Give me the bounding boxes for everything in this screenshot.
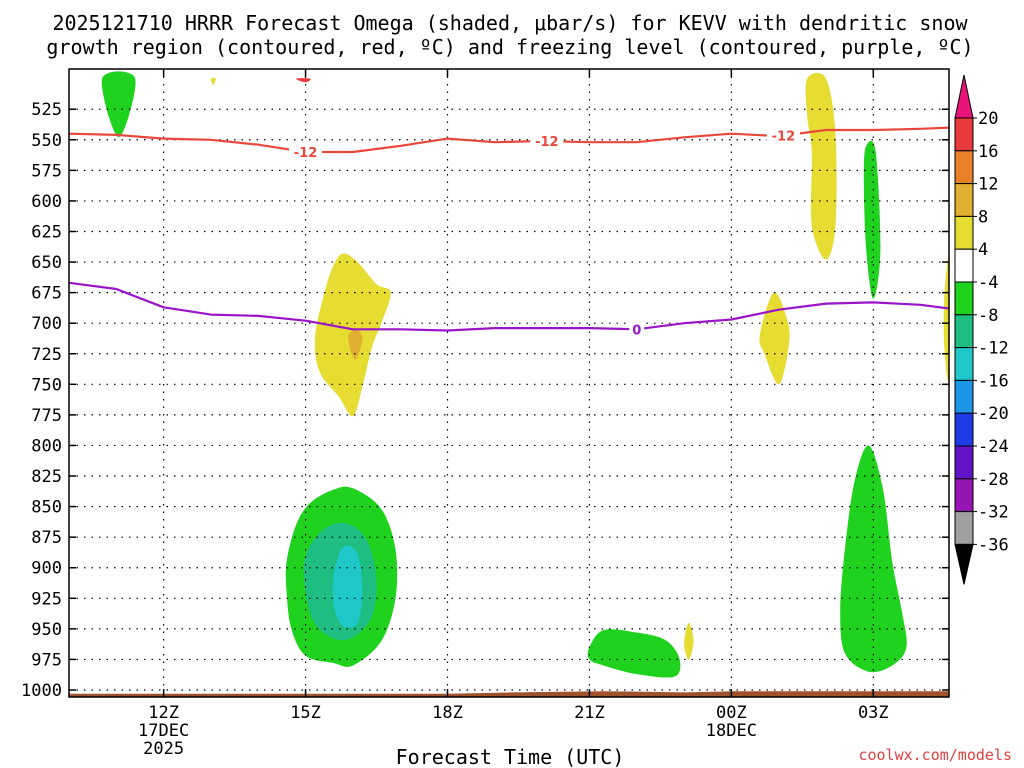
colorbar-label-3: 8 [978, 207, 988, 227]
colorbar-band-11 [954, 445, 974, 480]
colorbar-label-10: -24 [978, 437, 1009, 457]
colorbar-band-5 [954, 248, 974, 283]
omega-region-13 [210, 77, 216, 85]
colorbar-band-4 [954, 215, 974, 250]
y-tick-label-1000: 1000 [21, 681, 62, 701]
y-tick-label-550: 550 [31, 131, 62, 151]
omega-region-3 [332, 545, 363, 628]
x-tick-date-00Z: 18DEC [706, 721, 757, 741]
dendritic-isotherm-line [69, 126, 949, 154]
chart-title-line-1: 2025121710 HRRR Forecast Omega (shaded, … [52, 11, 968, 35]
x-tick-year-12Z: 2025 [143, 739, 184, 759]
colorbar-band-1 [954, 117, 974, 152]
colorbar-label-0: 20 [978, 109, 998, 129]
omega-region-12 [943, 256, 949, 382]
x-tick-label-03Z: 03Z [858, 703, 889, 723]
y-tick-label-750: 750 [31, 375, 62, 395]
omega-region-0 [101, 71, 136, 138]
x-tick-label-12Z: 12Z [148, 703, 179, 723]
colorbar-band-13 [954, 511, 974, 545]
colorbar-label-2: 12 [978, 175, 998, 195]
y-tick-label-825: 825 [31, 467, 62, 487]
x-tick-date-12Z: 17DEC [138, 721, 189, 741]
colorbar: 20 16 12 8 4 -4 -8 -12 -16 -20 -24 -28 -32 -36 [954, 74, 1009, 585]
colorbar-band-3 [954, 183, 974, 217]
omega-shaded-regions [101, 71, 949, 678]
colorbar-band-7 [954, 314, 974, 349]
y-tick-label-625: 625 [31, 222, 62, 242]
dendritic-isotherm-label-1: -12 [535, 135, 559, 150]
x-tick-label-18Z: 18Z [432, 703, 463, 723]
terrain-layer [69, 691, 949, 697]
colorbar-label-13: -36 [978, 535, 1009, 555]
plot-frame [68, 68, 950, 698]
colorbar-label-7: -12 [978, 339, 1009, 359]
x-tick-label-15Z: 15Z [290, 703, 321, 723]
y-tick-label-725: 725 [31, 345, 62, 365]
omega-region-11 [684, 622, 694, 660]
y-tick-label-900: 900 [31, 559, 62, 579]
chart-title-line-2: growth region (contoured, red, ºC) and f… [46, 35, 973, 59]
y-tick-label-700: 700 [31, 314, 62, 334]
colorbar-label-4: 4 [978, 240, 988, 260]
y-tick-label-925: 925 [31, 589, 62, 609]
freezing-level-label-bg-0 [629, 321, 645, 338]
dendritic-isotherm-label-0: -12 [294, 146, 318, 161]
y-tick-label-575: 575 [31, 161, 62, 181]
y-tick-label-800: 800 [31, 436, 62, 456]
x-axis-label: Forecast Time (UTC) [396, 745, 625, 768]
y-tick-label-600: 600 [31, 192, 62, 212]
colorbar-band-10 [954, 412, 974, 447]
x-tick-label-21Z: 21Z [574, 703, 605, 723]
plot-area: -12 -12 -12 0 [69, 69, 949, 697]
colorbar-band-8 [954, 347, 974, 381]
colorbar-band-2 [954, 150, 974, 185]
colorbar-label-12: -32 [978, 503, 1009, 523]
dendritic-isotherm-label-bg-1 [530, 133, 564, 150]
colorbar-band-12 [954, 478, 974, 513]
colorbar-label-11: -28 [978, 470, 1009, 490]
omega-region-14 [296, 78, 311, 83]
colorbar-label-9: -20 [978, 404, 1009, 424]
omega-region-6 [840, 445, 907, 673]
freezing-level-line [69, 281, 949, 332]
y-tick-label-975: 975 [31, 650, 62, 670]
terrain-fill [69, 691, 949, 697]
y-tick-label-875: 875 [31, 528, 62, 548]
dendritic-isotherm-label-bg-2 [766, 127, 800, 144]
omega-region-9 [805, 72, 837, 260]
freezing-level-label-0: 0 [632, 323, 641, 338]
omega-region-5 [863, 140, 881, 299]
colorbar-label-8: -16 [978, 371, 1009, 391]
dendritic-isotherm-label-2: -12 [772, 130, 796, 145]
y-tick-label-850: 850 [31, 498, 62, 518]
dendritic-isotherm-label-bg-0 [289, 144, 323, 161]
credit-text[interactable]: coolwx.com/models [858, 746, 1012, 764]
colorbar-top-arrow [954, 74, 974, 119]
omega-region-10 [759, 292, 790, 385]
colorbar-label-6: -8 [978, 306, 998, 326]
y-tick-label-675: 675 [31, 284, 62, 304]
y-tick-label-525: 525 [31, 100, 62, 120]
colorbar-label-1: 16 [978, 142, 998, 162]
x-tick-label-00Z: 00Z [716, 703, 747, 723]
omega-region-8 [348, 329, 363, 360]
temperature-contours: -12 -12 -12 0 [69, 126, 949, 338]
colorbar-label-5: -4 [978, 273, 998, 293]
omega-region-4 [587, 629, 681, 678]
colorbar-band-9 [954, 379, 974, 414]
y-tick-label-650: 650 [31, 253, 62, 273]
pressure-axis: 525 550 575 600 625 650 675 700 725 750 775 800 825 8… [21, 100, 949, 701]
y-tick-label-775: 775 [31, 406, 62, 426]
colorbar-band-6 [954, 281, 974, 316]
y-tick-label-950: 950 [31, 620, 62, 640]
colorbar-bottom-arrow [954, 543, 974, 585]
